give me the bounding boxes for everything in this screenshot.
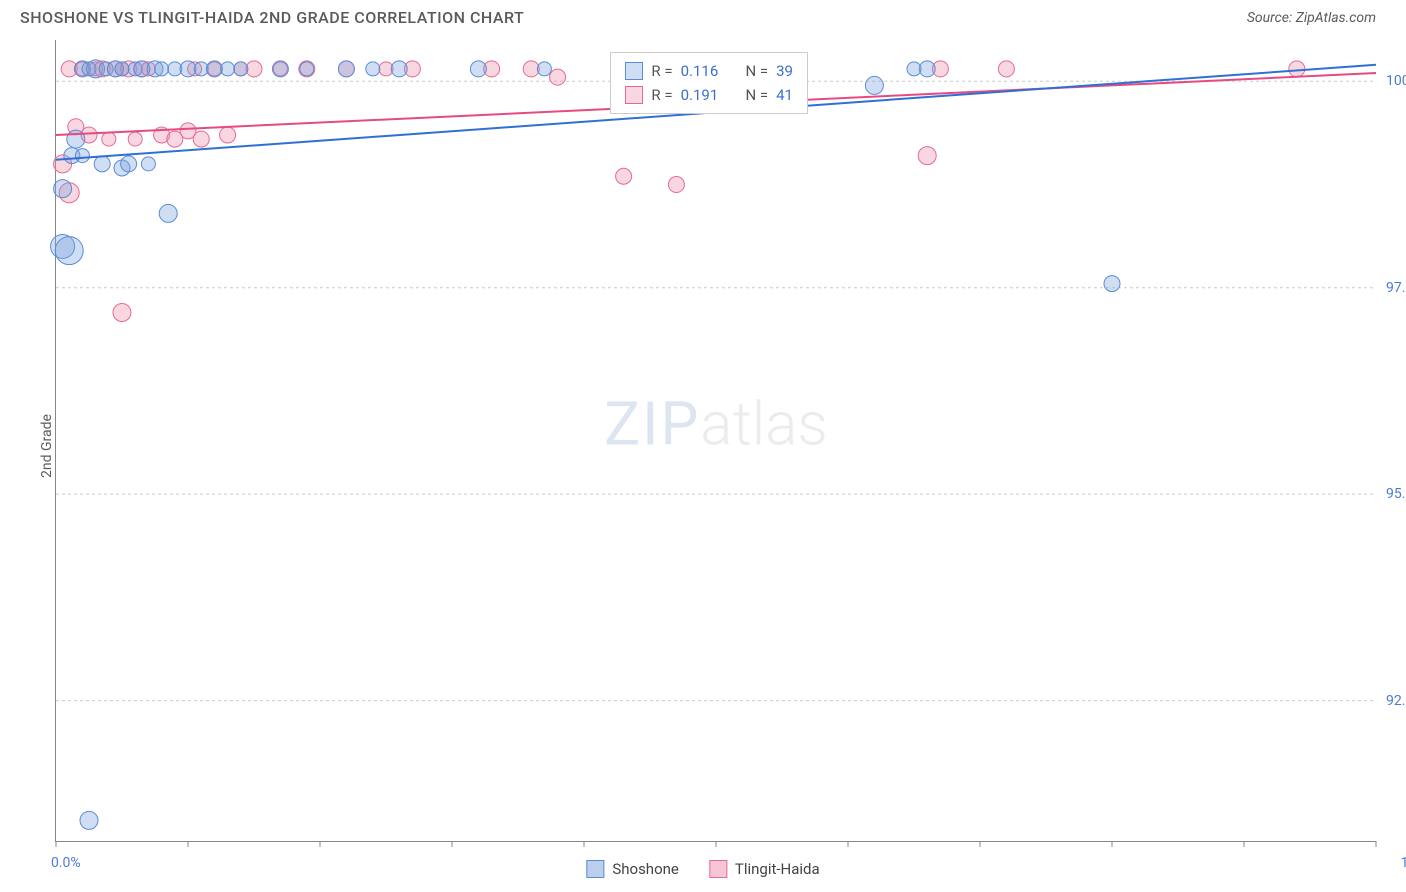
- data-point: [391, 61, 407, 77]
- data-point: [80, 811, 98, 829]
- data-point: [159, 204, 177, 222]
- data-point: [121, 156, 137, 172]
- data-point: [221, 62, 235, 76]
- stats-row: R = 0.116 N = 39: [625, 59, 793, 83]
- data-point: [94, 156, 110, 172]
- y-tick-label: 97.5%: [1386, 280, 1406, 296]
- data-point: [550, 69, 566, 85]
- y-tick-label: 92.5%: [1386, 693, 1406, 709]
- data-point: [115, 62, 129, 76]
- source-label: Source: ZipAtlas.com: [1247, 10, 1376, 26]
- data-point: [865, 76, 883, 94]
- scatter-plot: ZIPatlas 92.5%95.0%97.5%100.0%0.0%100.0%…: [55, 40, 1376, 842]
- legend: Shoshone Tlingit-Haida: [586, 860, 819, 878]
- data-point: [537, 62, 551, 76]
- data-point: [272, 61, 288, 77]
- data-point: [918, 147, 936, 165]
- legend-item-tlingit: Tlingit-Haida: [709, 860, 820, 878]
- data-point: [470, 61, 486, 77]
- data-point: [616, 168, 632, 184]
- data-point: [1104, 276, 1120, 292]
- data-point: [366, 62, 380, 76]
- data-point: [220, 127, 236, 143]
- legend-label: Tlingit-Haida: [735, 860, 820, 878]
- data-point: [128, 132, 142, 146]
- data-point: [919, 61, 935, 77]
- data-point: [180, 61, 196, 77]
- data-point: [155, 62, 169, 76]
- data-point: [55, 237, 83, 265]
- data-point: [300, 62, 314, 76]
- data-point: [113, 304, 131, 322]
- data-point: [206, 61, 222, 77]
- chart-title: SHOSHONE VS TLINGIT-HAIDA 2ND GRADE CORR…: [20, 8, 524, 27]
- data-point: [1289, 61, 1305, 77]
- legend-label: Shoshone: [612, 860, 679, 878]
- swatch-icon: [709, 860, 727, 878]
- x-tick-label: 0.0%: [51, 855, 81, 871]
- data-point: [338, 61, 354, 77]
- legend-item-shoshone: Shoshone: [586, 860, 679, 878]
- stats-row: R = 0.191 N = 41: [625, 83, 793, 107]
- data-point: [102, 132, 116, 146]
- data-point: [75, 149, 89, 163]
- y-tick-label: 100.0%: [1386, 73, 1406, 89]
- data-point: [668, 177, 684, 193]
- swatch-icon: [625, 86, 643, 104]
- data-point: [141, 157, 155, 171]
- stats-box: R = 0.116 N = 39R = 0.191 N = 41: [610, 52, 808, 114]
- y-axis-label: 2nd Grade: [39, 414, 55, 478]
- data-point: [54, 180, 72, 198]
- data-point: [193, 131, 209, 147]
- data-point: [907, 62, 921, 76]
- data-point: [246, 61, 262, 77]
- data-point: [523, 61, 539, 77]
- swatch-icon: [586, 860, 604, 878]
- x-tick-label: 100.0%: [1401, 855, 1406, 871]
- data-point: [998, 61, 1014, 77]
- data-point: [234, 62, 248, 76]
- y-tick-label: 95.0%: [1386, 486, 1406, 502]
- swatch-icon: [625, 62, 643, 80]
